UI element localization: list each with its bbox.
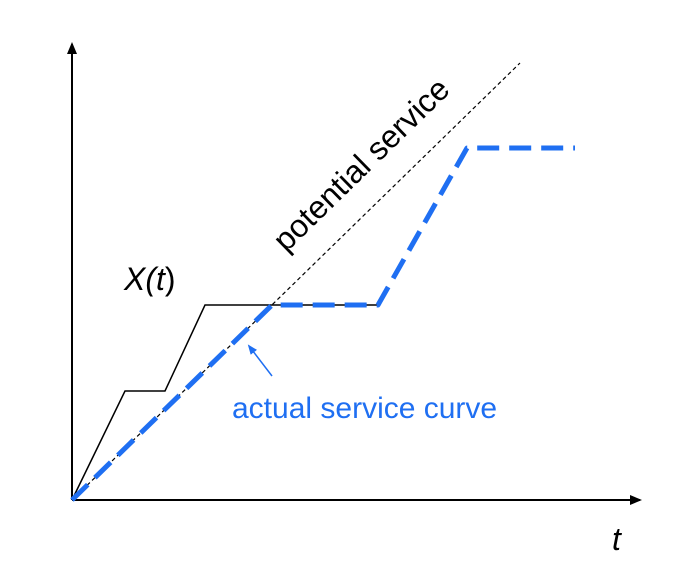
x-axis-label: t [612,521,622,557]
potential-service-label: potential service [266,71,457,258]
actual-service-curve [70,145,575,502]
arrival-label: X(t) [123,261,176,297]
actual-service-label: actual service curve [232,392,497,425]
arrival-curve [71,304,380,501]
potential-service-line [71,62,521,501]
actual-service-pointer [247,344,273,377]
